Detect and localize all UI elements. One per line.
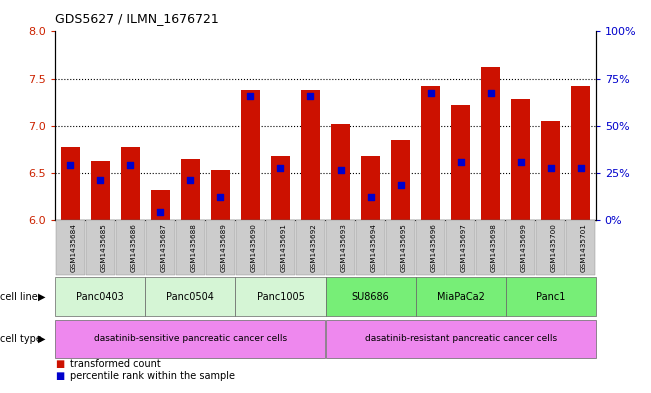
Point <box>575 165 586 171</box>
Text: cell line: cell line <box>0 292 38 302</box>
Text: percentile rank within the sample: percentile rank within the sample <box>70 371 234 381</box>
Text: Panc1005: Panc1005 <box>256 292 305 302</box>
Point <box>456 158 466 165</box>
Text: GSM1435687: GSM1435687 <box>160 223 167 272</box>
Text: GSM1435696: GSM1435696 <box>430 223 437 272</box>
Point <box>486 90 496 96</box>
Point <box>335 167 346 173</box>
Text: cell type: cell type <box>0 334 42 344</box>
Bar <box>90 161 110 220</box>
Bar <box>181 159 200 220</box>
Text: GSM1435693: GSM1435693 <box>340 223 346 272</box>
Text: GDS5627 / ILMN_1676721: GDS5627 / ILMN_1676721 <box>55 12 219 25</box>
Text: GSM1435691: GSM1435691 <box>281 223 286 272</box>
Point <box>275 165 286 171</box>
Text: dasatinib-resistant pancreatic cancer cells: dasatinib-resistant pancreatic cancer ce… <box>365 334 557 343</box>
Text: transformed count: transformed count <box>70 360 160 369</box>
Bar <box>361 156 380 220</box>
Bar <box>571 86 590 220</box>
Bar <box>331 124 350 220</box>
Text: GSM1435686: GSM1435686 <box>130 223 136 272</box>
Point <box>546 165 556 171</box>
Text: GSM1435684: GSM1435684 <box>70 223 76 272</box>
Text: GSM1435692: GSM1435692 <box>311 223 316 272</box>
Bar <box>301 90 320 220</box>
Text: Panc0403: Panc0403 <box>76 292 124 302</box>
Text: MiaPaCa2: MiaPaCa2 <box>437 292 484 302</box>
Text: Panc0504: Panc0504 <box>167 292 214 302</box>
Point <box>186 176 196 183</box>
Point <box>516 158 526 165</box>
Point <box>65 162 76 169</box>
Point <box>95 176 105 183</box>
Bar <box>541 121 561 220</box>
Point <box>305 92 316 99</box>
Point <box>245 92 256 99</box>
Point <box>425 90 436 96</box>
Bar <box>391 140 410 220</box>
Bar <box>421 86 440 220</box>
Text: GSM1435690: GSM1435690 <box>251 223 256 272</box>
Bar <box>150 190 170 220</box>
Point <box>395 182 406 188</box>
Text: ▶: ▶ <box>38 292 46 302</box>
Point <box>155 208 165 215</box>
Text: ▶: ▶ <box>38 334 46 344</box>
Point <box>365 193 376 200</box>
Text: GSM1435701: GSM1435701 <box>581 223 587 272</box>
Point <box>215 193 226 200</box>
Text: dasatinib-sensitive pancreatic cancer cells: dasatinib-sensitive pancreatic cancer ce… <box>94 334 287 343</box>
Bar <box>451 105 470 220</box>
Bar <box>211 170 230 220</box>
Text: GSM1435694: GSM1435694 <box>370 223 376 272</box>
Bar <box>511 99 531 220</box>
Bar <box>61 147 80 220</box>
Text: GSM1435700: GSM1435700 <box>551 223 557 272</box>
Text: Panc1: Panc1 <box>536 292 565 302</box>
Text: GSM1435698: GSM1435698 <box>491 223 497 272</box>
Point <box>125 162 135 169</box>
Text: GSM1435685: GSM1435685 <box>100 223 106 272</box>
Text: GSM1435695: GSM1435695 <box>400 223 406 272</box>
Text: ■: ■ <box>55 360 64 369</box>
Text: ■: ■ <box>55 371 64 381</box>
Text: GSM1435697: GSM1435697 <box>461 223 467 272</box>
Bar <box>241 90 260 220</box>
Text: SU8686: SU8686 <box>352 292 389 302</box>
Bar <box>120 147 140 220</box>
Text: GSM1435688: GSM1435688 <box>191 223 197 272</box>
Text: GSM1435699: GSM1435699 <box>521 223 527 272</box>
Bar <box>271 156 290 220</box>
Text: GSM1435689: GSM1435689 <box>221 223 227 272</box>
Bar <box>481 67 501 220</box>
